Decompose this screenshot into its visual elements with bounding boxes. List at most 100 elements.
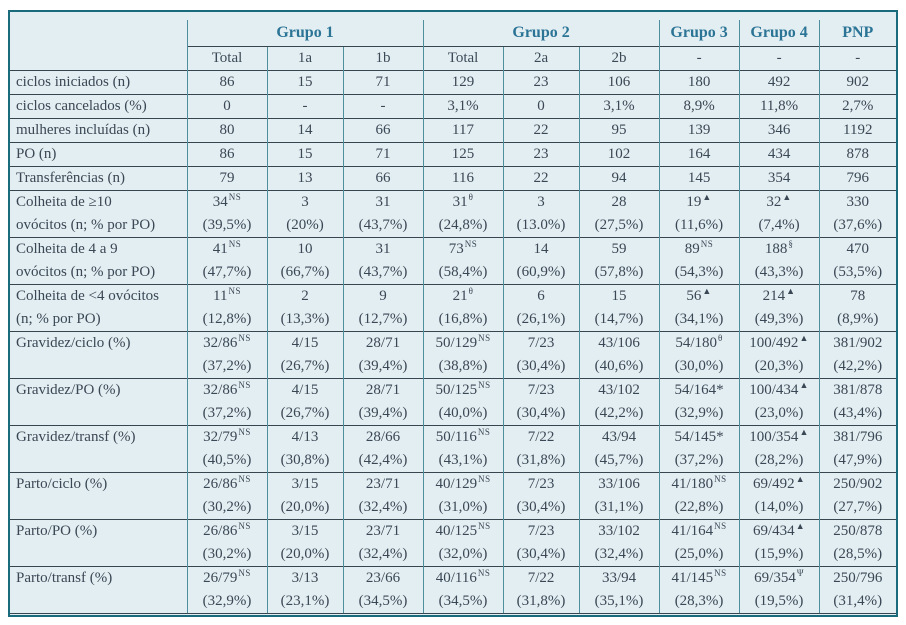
data-cell: 78 (8,9%)	[818, 284, 896, 332]
cell-percentage: (31,8%)	[516, 593, 566, 609]
significance-marker: θ	[468, 286, 474, 296]
cell-value: 43/102	[598, 382, 640, 398]
cell-percentage: (43,7%)	[358, 217, 408, 233]
data-cell: 10 (66,7%)	[266, 237, 343, 285]
cell-percentage: (13.0%)	[516, 217, 566, 233]
cell-value: 33/94	[601, 570, 637, 586]
cell-percentage: (26,7%)	[280, 405, 330, 421]
significance-marker: NS	[238, 427, 251, 437]
data-cell: 3/15 (20,0%)	[266, 472, 343, 520]
row-label: Gravidez/transf (%)	[10, 425, 187, 473]
data-cell: 23/66 (34,5%)	[342, 566, 424, 614]
cell-percentage: (7,4%)	[758, 217, 800, 233]
row-label-line: ciclos cancelados (%)	[16, 98, 147, 114]
row-label-line: ciclos iniciados (n)	[16, 74, 131, 90]
data-cell: 11NS (12,8%)	[186, 284, 267, 332]
data-cell: 50/125NS (40,0%)	[422, 378, 504, 426]
cell-percentage: (30,4%)	[516, 546, 566, 562]
cell-value: 3/15	[291, 523, 319, 539]
significance-marker: NS	[477, 568, 491, 578]
cell-value: 28/71	[365, 335, 401, 351]
data-cell: 79	[186, 166, 267, 191]
data-cell: 11,8%	[738, 94, 820, 119]
subheader-col-8: -	[738, 46, 820, 71]
row-label: Parto/ciclo (%)	[10, 472, 187, 520]
data-cell: 3 (13.0%)	[502, 190, 580, 238]
data-cell: 32/79NS (40,5%)	[186, 425, 267, 473]
data-cell: 354	[738, 166, 820, 191]
cell-value: 43/94	[601, 429, 637, 445]
cell-percentage: (30,4%)	[516, 499, 566, 515]
cell-percentage: (35,1%)	[594, 593, 644, 609]
cell-value: 21θ	[452, 286, 474, 305]
cell-percentage: (20,3%)	[754, 358, 804, 374]
cell-value: 89NS	[684, 239, 714, 258]
data-cell: 22	[502, 166, 580, 191]
significance-marker: NS	[238, 380, 251, 390]
table-row: Colheita de ≥10 ovócitos (n; % por PO) 34N…	[10, 190, 896, 238]
data-cell: 164	[658, 142, 740, 167]
cell-value: 7/23	[527, 523, 555, 539]
data-cell: 26/79NS (32,9%)	[186, 566, 267, 614]
data-cell: 33/102 (32,4%)	[578, 519, 660, 567]
data-cell: 54/164* (32,9%)	[658, 378, 740, 426]
cell-percentage: (54,3%)	[674, 264, 724, 280]
cell-value: 139	[687, 122, 711, 138]
cell-value: 31θ	[452, 192, 474, 211]
cell-value: 102	[607, 146, 631, 162]
cell-value: 4/15	[291, 382, 319, 398]
data-cell: 4/13 (30,8%)	[266, 425, 343, 473]
cell-percentage: (20%)	[286, 217, 324, 233]
cell-value: 878	[846, 146, 870, 162]
data-cell: 7/23 (30,4%)	[502, 519, 580, 567]
cell-value: 7/23	[527, 382, 555, 398]
significance-marker: §	[788, 239, 794, 249]
cell-value: 2,7%	[842, 98, 874, 114]
table-row: Transferências (n) 79 13 66 116 22 94 145 354 796	[10, 166, 896, 191]
cell-value: 28/66	[365, 429, 401, 445]
cell-value: 492	[767, 74, 791, 90]
data-cell: 3,1%	[578, 94, 660, 119]
data-cell: 94	[578, 166, 660, 191]
row-label: Transferências (n)	[10, 166, 187, 191]
data-cell: 33/94 (35,1%)	[578, 566, 660, 614]
data-cell: 100/492▲ (20,3%)	[738, 331, 820, 379]
data-cell: 69/434▲ (15,9%)	[738, 519, 820, 567]
cell-percentage: (49,3%)	[754, 311, 804, 327]
data-cell: 381/796 (47,9%)	[818, 425, 896, 473]
cell-percentage: (22,8%)	[674, 499, 724, 515]
cell-value: -	[302, 98, 308, 114]
cell-value: 1192	[843, 122, 873, 138]
cell-percentage: (12,7%)	[358, 311, 408, 327]
data-cell: 145	[658, 166, 740, 191]
data-cell: 3 (20%)	[266, 190, 343, 238]
data-cell: 28/66 (42,4%)	[342, 425, 424, 473]
cell-value: 86	[219, 74, 235, 90]
cell-percentage: (47,7%)	[202, 264, 252, 280]
cell-percentage: (40,5%)	[202, 452, 252, 468]
cell-percentage: (43,7%)	[358, 264, 408, 280]
group-header-grupo-2: Grupo 2	[422, 20, 660, 47]
data-cell: 902	[818, 70, 896, 95]
cell-percentage: (45,7%)	[594, 452, 644, 468]
row-label-line: Parto/ciclo (%)	[16, 476, 108, 492]
row-label: ciclos iniciados (n)	[10, 70, 187, 95]
cell-percentage: (28,5%)	[833, 546, 883, 562]
data-cell: 492	[738, 70, 820, 95]
row-label-line: Parto/PO (%)	[16, 523, 98, 539]
data-cell: 7/22 (31,8%)	[502, 566, 580, 614]
cell-percentage: (37,2%)	[674, 452, 724, 468]
cell-value: 54/164*	[674, 382, 724, 398]
cell-value: 66	[375, 122, 391, 138]
data-cell: 0	[502, 94, 580, 119]
cell-percentage: (8,9%)	[837, 311, 879, 327]
data-cell: 129	[422, 70, 504, 95]
data-cell: 4/15 (26,7%)	[266, 378, 343, 426]
cell-percentage: (14,0%)	[754, 499, 804, 515]
cell-value: 3,1%	[447, 98, 479, 114]
cell-value: 22	[533, 170, 549, 186]
cell-value: 41/145NS	[671, 568, 727, 587]
cell-percentage: (30,2%)	[202, 546, 252, 562]
data-cell: 28 (27,5%)	[578, 190, 660, 238]
row-label-line: ovócitos (n; % por PO)	[16, 264, 156, 280]
